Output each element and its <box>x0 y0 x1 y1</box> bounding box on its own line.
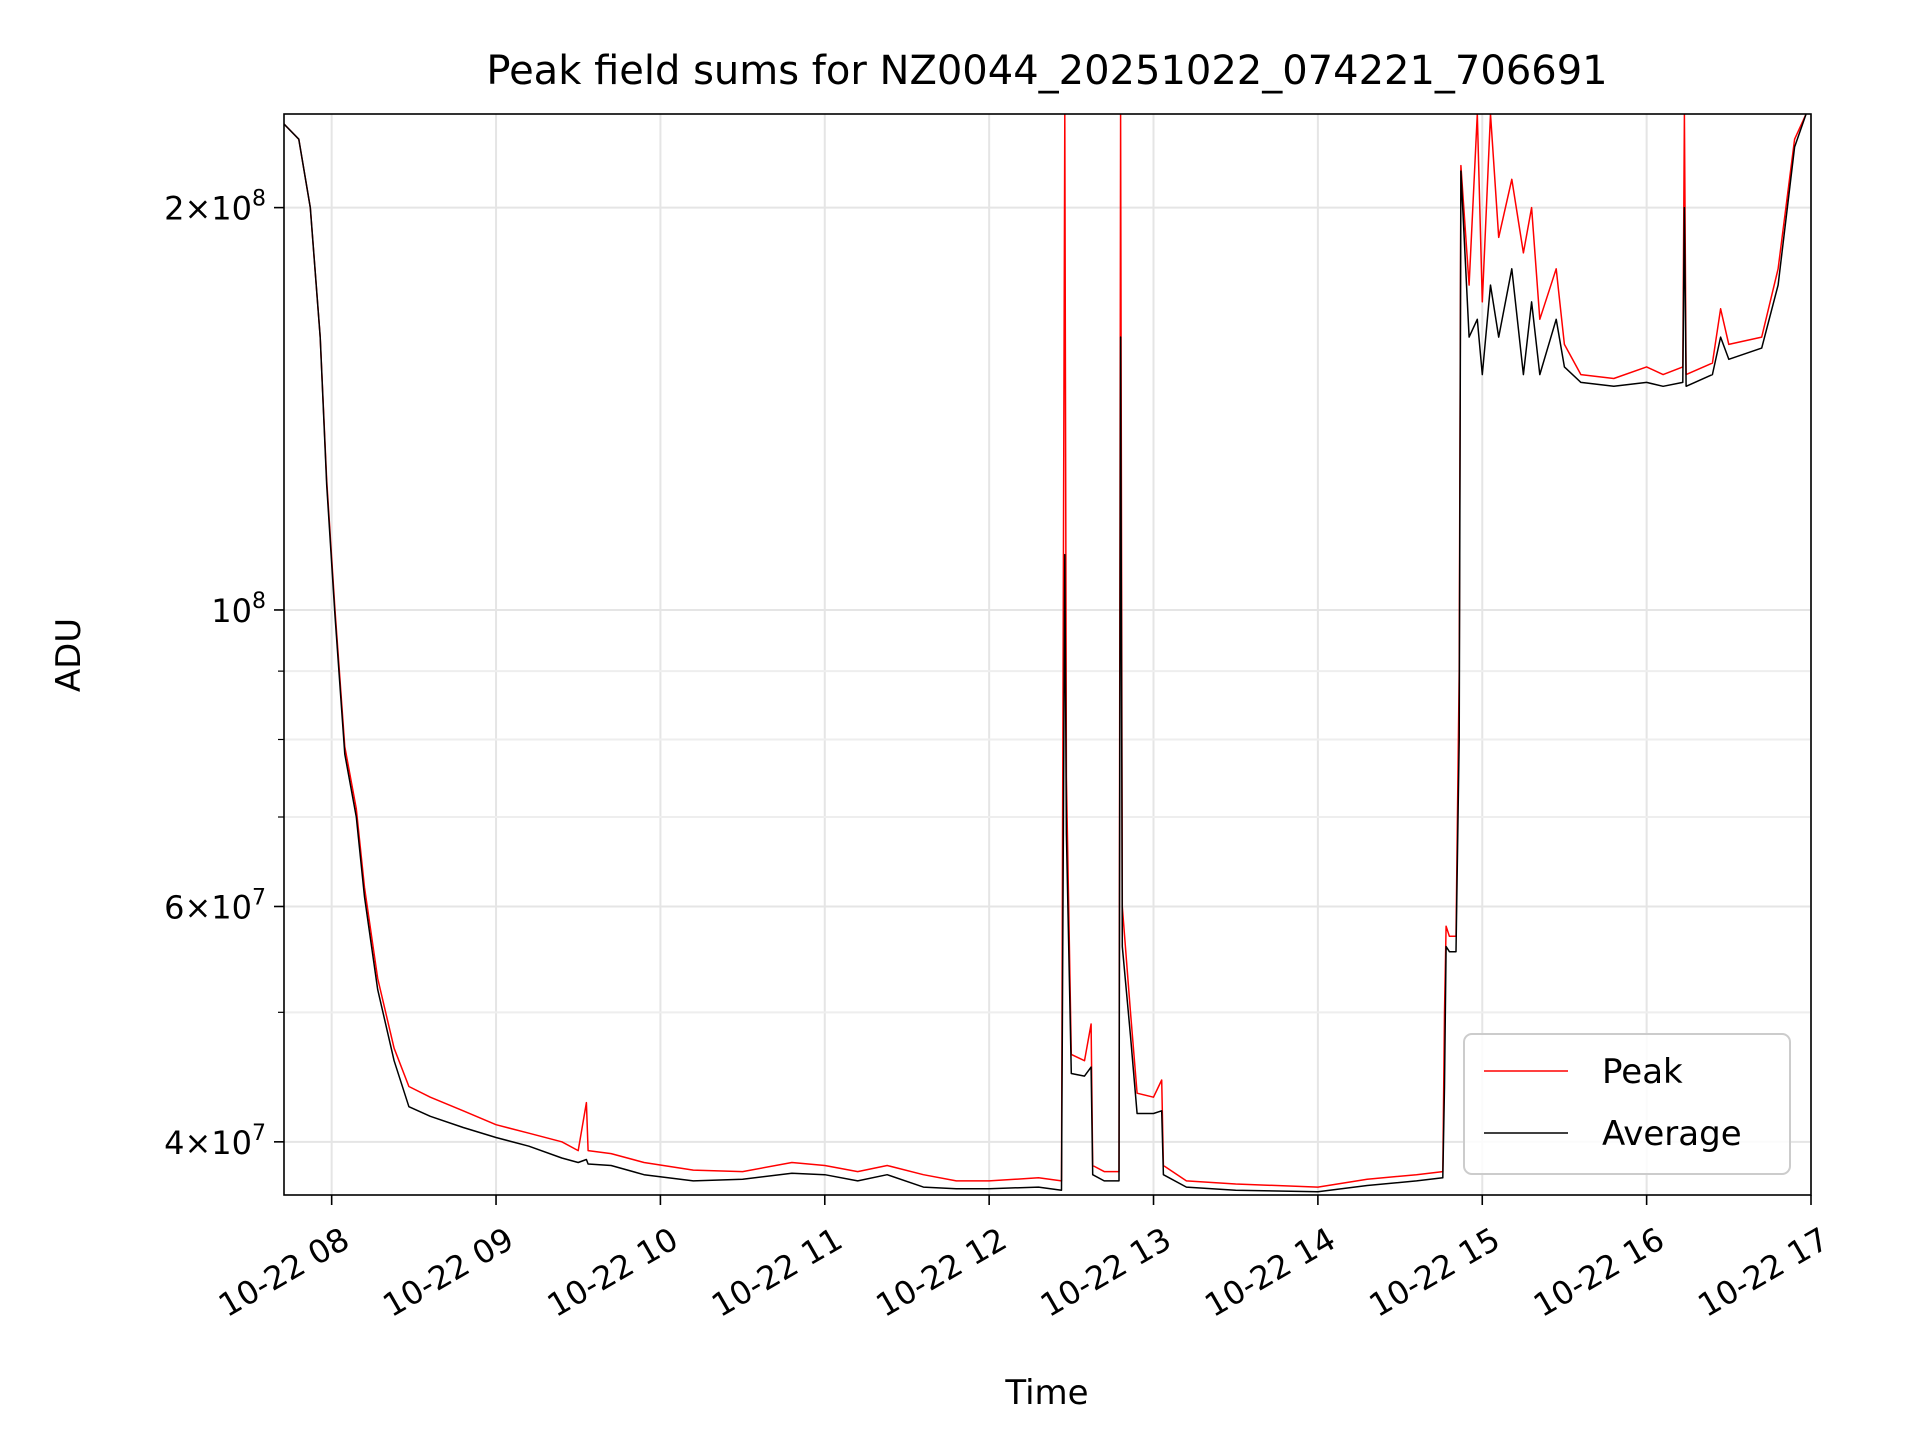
grid-layer <box>284 114 1812 1195</box>
legend-label-peak: Peak <box>1602 1052 1683 1092</box>
legend-box <box>1463 1033 1791 1175</box>
y-tick-label: 6×107 <box>164 885 266 926</box>
chart-title: Peak field sums for NZ0044_20251022_0742… <box>486 48 1607 94</box>
y-tick-label: 4×107 <box>164 1121 266 1162</box>
series-layer <box>284 114 1807 1193</box>
plot-frame <box>283 113 1812 1196</box>
y-tick-label: 2×108 <box>164 187 266 228</box>
legend: Peak Average <box>1463 1033 1791 1175</box>
x-axis-label: Time <box>1004 1373 1088 1413</box>
legend-label-average: Average <box>1602 1114 1742 1154</box>
series-line-average <box>284 114 1807 1193</box>
y-tick-label: 108 <box>211 589 266 630</box>
y-axis-label: ADU <box>49 618 89 692</box>
